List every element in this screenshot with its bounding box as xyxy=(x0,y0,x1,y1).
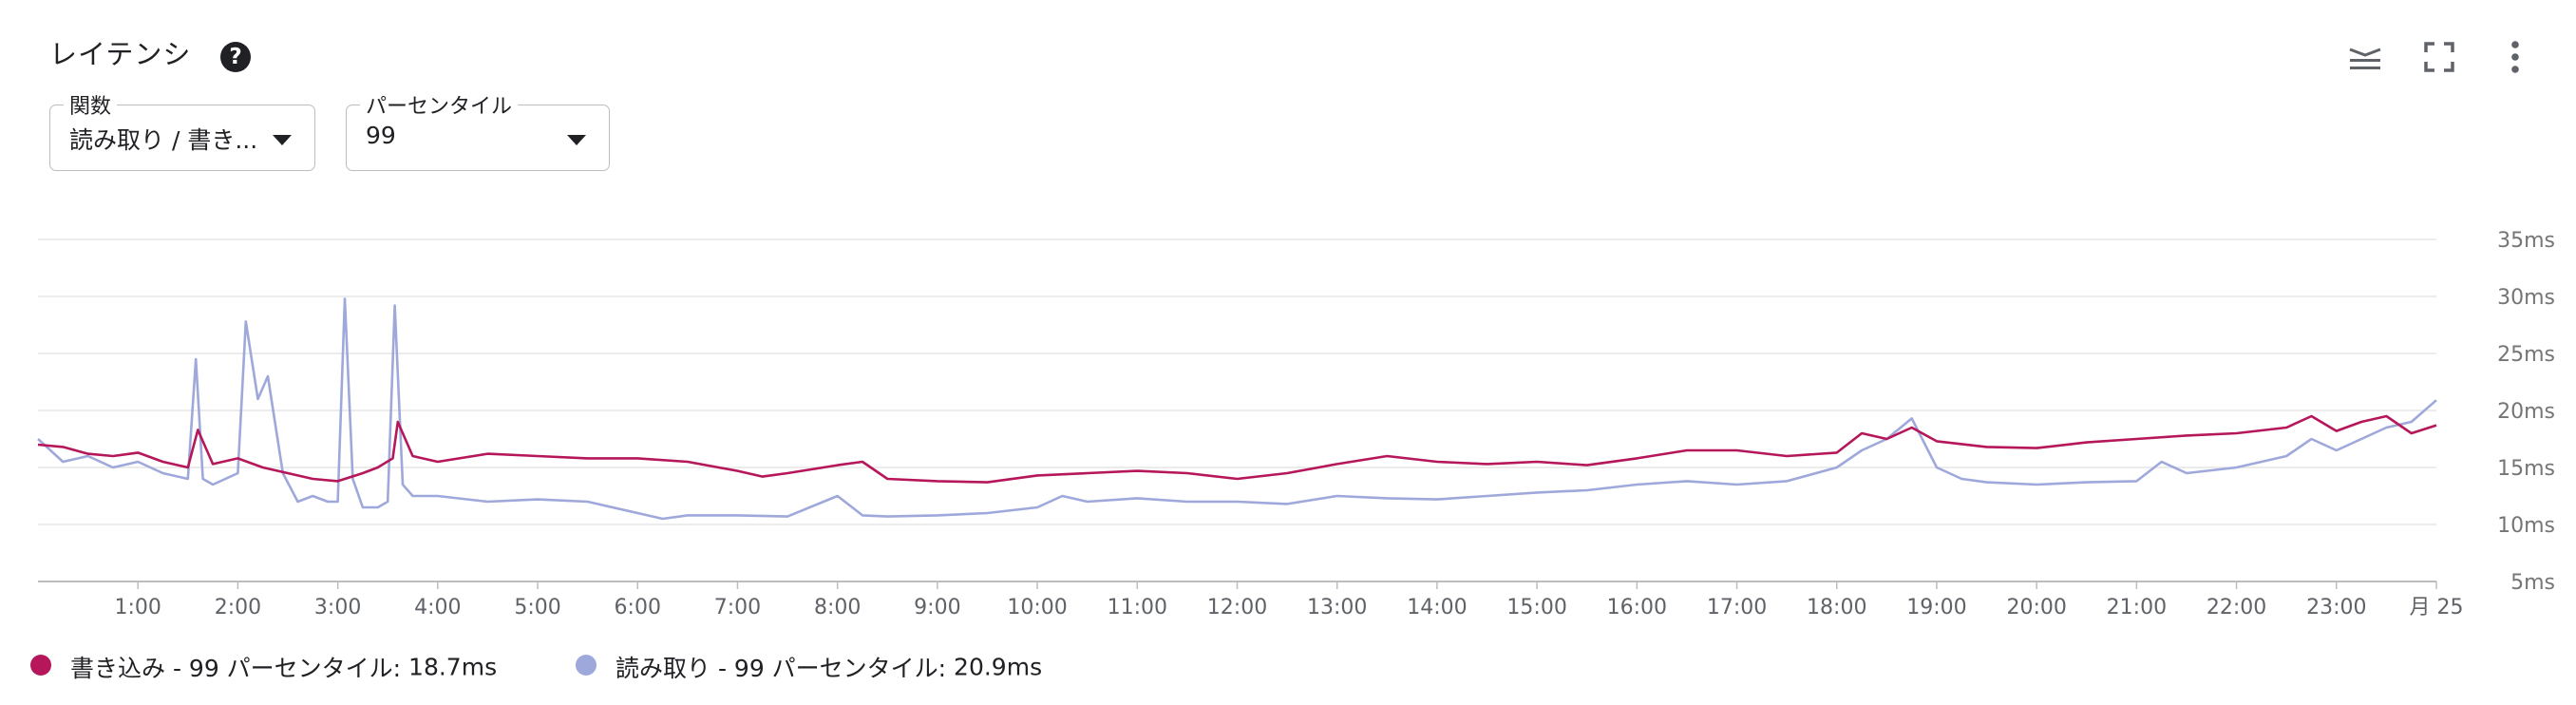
x-tick-label: 10:00 xyxy=(1007,596,1067,619)
x-tick-label: 14:00 xyxy=(1407,596,1467,619)
legend-read-value: 20.9ms xyxy=(954,653,1043,681)
x-tick-label: 3:00 xyxy=(314,596,361,619)
x-tick-label: 23:00 xyxy=(2306,596,2366,619)
x-tick-label: 19:00 xyxy=(1906,596,1966,619)
x-tick-label: 6:00 xyxy=(615,596,661,619)
chart-title: レイテンシ xyxy=(49,38,192,70)
x-tick-label: 11:00 xyxy=(1108,596,1167,619)
x-tick-label: 月 25 xyxy=(2410,596,2464,619)
y-tick-label: 30ms xyxy=(2497,286,2555,310)
percentile-select-label: パーセンタイル xyxy=(360,89,519,120)
chevron-down-icon xyxy=(273,135,292,145)
series-line xyxy=(37,414,2437,484)
legend-write-value: 18.7ms xyxy=(408,653,498,681)
function-select[interactable]: 関数 読み取り / 書き... xyxy=(49,89,315,171)
x-tick-label: 2:00 xyxy=(215,596,261,619)
x-tick-label: 20:00 xyxy=(2006,596,2066,619)
function-select-label: 関数 xyxy=(64,89,118,120)
series-line xyxy=(37,297,2437,521)
x-tick-label: 4:00 xyxy=(414,596,461,619)
x-tick-label: 8:00 xyxy=(814,596,861,619)
function-select-value: 読み取り / 書き... xyxy=(69,126,258,154)
x-tick-label: 17:00 xyxy=(1707,596,1767,619)
x-tick-label: 13:00 xyxy=(1307,596,1367,619)
legend-read-swatch xyxy=(576,655,597,676)
help-icon[interactable]: ? xyxy=(220,42,251,72)
legend-write-label: 書き込み - 99 パーセンタイル: xyxy=(70,655,409,682)
y-tick-label: 25ms xyxy=(2497,343,2555,367)
y-tick-label: 10ms xyxy=(2497,514,2555,538)
x-tick-label: 5:00 xyxy=(514,596,560,619)
x-tick-label: 9:00 xyxy=(914,596,960,619)
x-tick-label: 21:00 xyxy=(2107,596,2167,619)
fullscreen-icon[interactable] xyxy=(2424,42,2454,76)
y-tick-label: 35ms xyxy=(2497,229,2555,253)
legend-read-label: 読み取り - 99 パーセンタイル: xyxy=(616,655,955,682)
x-tick-label: 18:00 xyxy=(1807,596,1866,619)
y-tick-label: 20ms xyxy=(2497,400,2555,424)
x-tick-label: 16:00 xyxy=(1607,596,1667,619)
legend-write-swatch xyxy=(30,655,51,676)
y-tick-label: 15ms xyxy=(2497,457,2555,481)
legend-write[interactable]: 書き込み - 99 パーセンタイル: 18.7ms xyxy=(30,650,497,684)
percentile-select-value: 99 xyxy=(366,122,396,149)
x-tick-label: 15:00 xyxy=(1506,596,1566,619)
legend-read[interactable]: 読み取り - 99 パーセンタイル: 20.9ms xyxy=(576,650,1042,684)
y-tick-label: 5ms xyxy=(2510,571,2555,595)
percentile-select[interactable]: パーセンタイル 99 xyxy=(346,89,610,171)
x-tick-label: 12:00 xyxy=(1207,596,1267,619)
x-tick-label: 22:00 xyxy=(2207,596,2266,619)
x-tick-label: 1:00 xyxy=(115,596,161,619)
chevron-down-icon xyxy=(567,135,586,145)
more-vert-icon[interactable] xyxy=(2508,40,2523,78)
legend-toggle-icon[interactable] xyxy=(2348,42,2382,76)
latency-line-chart[interactable]: 35ms 30ms 25ms 20ms 15ms 10ms 5ms 1:00 2:00 3:00 4… xyxy=(0,219,2576,637)
x-tick-label: 7:00 xyxy=(714,596,761,619)
